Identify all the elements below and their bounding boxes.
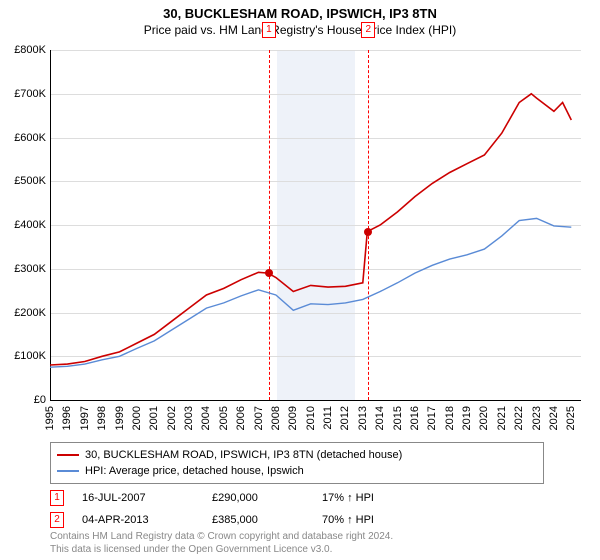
x-axis-label: 2019 — [461, 406, 473, 430]
sale-diff: 17% ↑ HPI — [322, 492, 374, 504]
sale-date: 04-APR-2013 — [82, 514, 212, 526]
x-axis-label: 2018 — [444, 406, 456, 430]
x-axis-label: 2022 — [513, 406, 525, 430]
y-axis-label: £0 — [34, 394, 46, 406]
footer-line-1: Contains HM Land Registry data © Crown c… — [50, 531, 393, 542]
sale-marker: 1 — [50, 490, 64, 506]
sale-price: £385,000 — [212, 514, 322, 526]
x-axis-label: 2006 — [235, 406, 247, 430]
x-axis-label: 2000 — [131, 406, 143, 430]
y-axis-label: £800K — [14, 44, 46, 56]
x-axis-label: 2003 — [183, 406, 195, 430]
page-title: 30, BUCKLESHAM ROAD, IPSWICH, IP3 8TN — [0, 0, 600, 21]
y-axis-label: £600K — [14, 132, 46, 144]
event-marker: 2 — [361, 22, 375, 38]
legend-label: 30, BUCKLESHAM ROAD, IPSWICH, IP3 8TN (d… — [85, 449, 402, 461]
y-axis-label: £400K — [14, 219, 46, 231]
x-axis-label: 1999 — [114, 406, 126, 430]
chart-legend: 30, BUCKLESHAM ROAD, IPSWICH, IP3 8TN (d… — [50, 442, 544, 484]
x-axis-label: 2009 — [287, 406, 299, 430]
y-axis-label: £700K — [14, 88, 46, 100]
x-axis-label: 2010 — [305, 406, 317, 430]
footer-attribution: Contains HM Land Registry data © Crown c… — [50, 531, 393, 556]
x-axis-label: 2013 — [357, 406, 369, 430]
x-axis-label: 2008 — [270, 406, 282, 430]
x-axis-label: 1995 — [44, 406, 56, 430]
legend-row: HPI: Average price, detached house, Ipsw… — [57, 463, 537, 479]
x-axis-label: 2004 — [200, 406, 212, 430]
x-axis-label: 2021 — [496, 406, 508, 430]
legend-label: HPI: Average price, detached house, Ipsw… — [85, 465, 304, 477]
x-axis-label: 2023 — [531, 406, 543, 430]
sale-row: 2 04-APR-2013£385,00070% ↑ HPI — [50, 512, 570, 528]
x-axis-label: 2012 — [339, 406, 351, 430]
y-axis-label: £200K — [14, 307, 46, 319]
x-axis-label: 2007 — [253, 406, 265, 430]
x-axis-label: 2011 — [322, 406, 334, 430]
legend-swatch — [57, 470, 79, 472]
x-axis-label: 2014 — [374, 406, 386, 430]
series-hpi — [50, 218, 571, 367]
x-axis-label: 2005 — [218, 406, 230, 430]
legend-row: 30, BUCKLESHAM ROAD, IPSWICH, IP3 8TN (d… — [57, 447, 537, 463]
legend-swatch — [57, 454, 79, 456]
y-axis-label: £300K — [14, 263, 46, 275]
footer-line-2: This data is licensed under the Open Gov… — [50, 544, 332, 555]
y-axis-label: £500K — [14, 175, 46, 187]
x-axis-label: 2020 — [478, 406, 490, 430]
x-axis-label: 1998 — [96, 406, 108, 430]
series-price_paid — [50, 94, 571, 365]
x-axis-label: 2017 — [426, 406, 438, 430]
x-axis-label: 2025 — [565, 406, 577, 430]
price-chart: 12 £0£100K£200K£300K£400K£500K£600K£700K… — [50, 50, 580, 400]
x-axis-label: 2002 — [166, 406, 178, 430]
page-subtitle: Price paid vs. HM Land Registry's House … — [0, 21, 600, 41]
sale-marker: 2 — [50, 512, 64, 528]
sale-row: 1 16-JUL-2007£290,00017% ↑ HPI — [50, 490, 570, 506]
sale-price: £290,000 — [212, 492, 322, 504]
y-axis-label: £100K — [14, 350, 46, 362]
sale-diff: 70% ↑ HPI — [322, 514, 374, 526]
x-axis-label: 1996 — [61, 406, 73, 430]
event-marker: 1 — [262, 22, 276, 38]
x-axis-label: 2024 — [548, 406, 560, 430]
x-axis-label: 1997 — [79, 406, 91, 430]
x-axis-label: 2015 — [392, 406, 404, 430]
sale-date: 16-JUL-2007 — [82, 492, 212, 504]
x-axis-label: 2001 — [148, 406, 160, 430]
x-axis-label: 2016 — [409, 406, 421, 430]
